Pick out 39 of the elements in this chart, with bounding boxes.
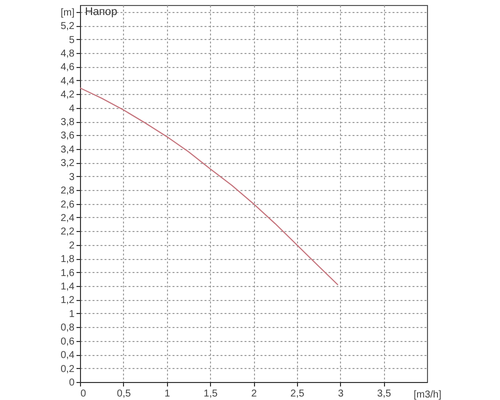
y-tick-label: 2,4 [60, 212, 75, 224]
y-tick-label: 3,4 [60, 144, 75, 156]
x-axis-title: [m3/h] [414, 390, 442, 400]
y-tick-label: 4 [68, 103, 75, 114]
y-tick-label: 4,2 [60, 90, 75, 101]
chart-title: Напор [85, 6, 118, 18]
y-tick-label: 0 [68, 378, 75, 388]
y-tick-label: 2,6 [60, 199, 75, 210]
y-tick-label: 3,2 [60, 158, 75, 170]
y-tick-label: 1,8 [60, 254, 75, 266]
x-tick-label: 2 [251, 388, 258, 400]
y-tick-label: 0,2 [60, 364, 75, 375]
y-tick-label: 4,6 [60, 62, 75, 74]
y-tick-label: 1,4 [60, 282, 75, 293]
y-tick-label: 1 [68, 308, 75, 320]
y-tick-label: 4,8 [60, 48, 75, 60]
y-tick-label: 2,8 [60, 186, 75, 197]
y-tick-label: 3 [68, 172, 75, 183]
y-tick-label: 5 [68, 34, 75, 46]
y-tick-label: 0,8 [60, 322, 75, 334]
y-tick-label: 0,4 [60, 350, 75, 362]
y-tick-label: 4,4 [60, 76, 75, 87]
y-tick-label: 1,2 [60, 295, 75, 306]
x-tick-label: 0,5 [116, 388, 132, 400]
y-tick-label: 1,6 [60, 268, 75, 279]
y-tick-label: 0,6 [60, 336, 75, 348]
x-tick-label: 2,5 [290, 388, 305, 400]
x-tick-label: 0 [80, 388, 86, 400]
y-tick-label: 3,8 [60, 117, 75, 128]
y-tick-label: 2,2 [60, 226, 75, 238]
y-tick-label: 2 [68, 240, 75, 252]
y-tick-label: 5,2 [60, 21, 75, 32]
x-tick-label: 3,5 [377, 388, 392, 400]
y-axis-title: [m] [60, 7, 75, 18]
x-tick-label: 1,5 [204, 388, 218, 400]
y-tick-label: 3,6 [60, 130, 75, 142]
x-tick-label: 1 [164, 388, 170, 400]
x-tick-label: 3 [338, 388, 344, 400]
line-series [80, 87, 338, 286]
